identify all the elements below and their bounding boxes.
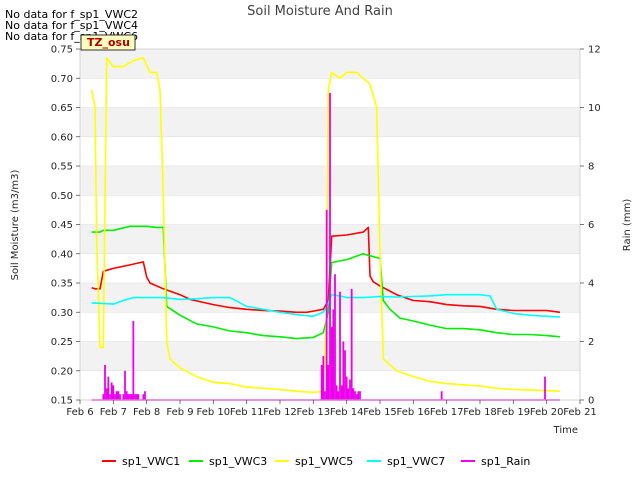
x-tick-label: Feb 14 [330, 407, 364, 418]
y2-tick-label: 10 [588, 103, 601, 114]
x-tick-label: Feb 17 [430, 407, 464, 418]
x-tick-label: Feb 9 [166, 407, 193, 418]
x-tick-label: Feb 11 [230, 407, 264, 418]
legend-label: sp1_VWC7 [387, 455, 445, 468]
site-label: TZ_osu [87, 36, 130, 49]
y2-tick-label: 12 [588, 45, 601, 56]
x-tick-label: Feb 12 [263, 407, 297, 418]
site-label-box: TZ_osu [80, 34, 136, 51]
legend-label: sp1_VWC1 [122, 455, 180, 468]
series-line-sp1_VWC7 [91, 293, 561, 318]
x-tick-label: Feb 8 [133, 407, 160, 418]
x-tick-label: Feb 20 [530, 407, 564, 418]
y-tick-label: 0.20 [51, 366, 73, 377]
x-axis-label: Time [553, 425, 578, 436]
y-tick-label: 0.45 [51, 220, 73, 231]
y-tick-label: 0.60 [51, 132, 73, 143]
x-tick-label: Feb 7 [100, 407, 127, 418]
x-tick-label: Feb 18 [463, 407, 497, 418]
legend-label: sp1_Rain [481, 455, 530, 468]
series-line-sp1_VWC5 [90, 56, 561, 394]
x-tick-label: Feb 13 [297, 407, 331, 418]
x-tick-label: Feb 6 [66, 407, 93, 418]
y-tick-label: 0.15 [51, 396, 73, 407]
y-axis-label: Soil Moisture (m3/m3) [10, 170, 21, 281]
chart-title: Soil Moisture And Rain [247, 4, 393, 19]
y-tick-label: 0.65 [51, 103, 73, 114]
x-tick-label: Feb 16 [397, 407, 431, 418]
y-tick-label: 0.70 [51, 74, 73, 85]
grid-band [80, 49, 580, 79]
y2-tick-label: 0 [588, 396, 594, 407]
x-tick-label: Feb 19 [497, 407, 531, 418]
x-tick-label: Feb 10 [197, 407, 231, 418]
x-tick-label: Feb 21 [563, 407, 597, 418]
no-data-note-vwc4: No data for f_sp1_VWC4 [5, 19, 139, 32]
y-tick-label: 0.35 [51, 279, 73, 290]
y-tick-label: 0.55 [51, 162, 73, 173]
y-tick-label: 0.25 [51, 337, 73, 348]
y-tick-label: 0.50 [51, 191, 73, 202]
no-data-note-vwc6: No data for f_sp1_VWC6 [5, 30, 139, 43]
x-tick-label: Feb 15 [363, 407, 397, 418]
y2-tick-label: 2 [588, 337, 594, 348]
y2-axis-label: Rain (mm) [622, 199, 633, 252]
legend-label: sp1_VWC3 [209, 455, 267, 468]
y-tick-label: 0.75 [51, 45, 73, 56]
legend-label: sp1_VWC5 [295, 455, 353, 468]
series-line-sp1_VWC1 [91, 226, 561, 314]
y-tick-label: 0.40 [51, 249, 73, 260]
no-data-note-vwc2: No data for f_sp1_VWC2 [5, 8, 139, 21]
legend: sp1_VWC1 sp1_VWC3 sp1_VWC5 sp1_VWC7 sp1_Rain [102, 455, 530, 468]
y2-tick-label: 6 [588, 220, 594, 231]
y2-tick-label: 8 [588, 162, 594, 173]
y-tick-label: 0.30 [51, 308, 73, 319]
y2-tick-label: 4 [588, 279, 594, 290]
